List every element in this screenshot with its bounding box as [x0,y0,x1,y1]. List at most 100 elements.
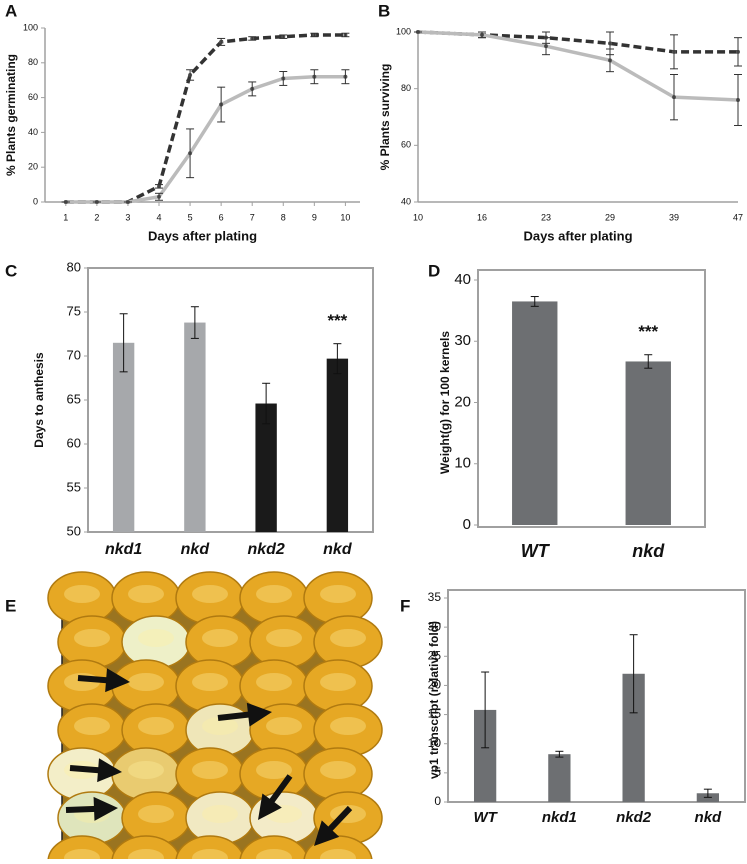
kernel-dent [256,673,292,691]
x-tick-label: 10 [413,212,423,222]
kernel-photo [47,571,383,864]
y-tick-label: 0 [463,516,471,533]
panel-label: C [5,261,17,280]
y-tick-label: 65 [67,391,81,406]
arrow-head [105,668,130,693]
x-tick-label: 10 [340,212,350,222]
y-tick-label: 70 [67,347,81,362]
y-tick-label: 10 [428,736,442,750]
y-tick-label: 100 [396,26,411,36]
y-axis-label: Days to anthesis [32,352,46,448]
x-tick-label: WT [473,809,498,826]
x-tick-label: nkd2 [616,809,652,826]
x-tick-label: 1 [63,212,68,222]
kernel-dent [138,717,174,735]
significance: *** [327,311,347,330]
y-axis-label: Weight(g) for 100 kernels [438,331,452,474]
kernel-dent [330,629,366,647]
y-tick-label: 80 [28,57,38,67]
kernel-dent [74,717,110,735]
x-tick-label: 5 [188,212,193,222]
kernel-dent [128,761,164,779]
x-tick-label: 23 [541,212,551,222]
x-tick-label: WT [521,541,551,561]
kernel-dent [138,805,174,823]
bar [512,301,558,525]
x-tick-label: 39 [669,212,679,222]
kernel-dent [320,761,356,779]
bar [548,754,571,802]
x-tick-label: nkd2 [247,541,284,558]
x-axis-label: Days after plating [148,228,257,243]
kernel-dent [266,717,302,735]
arrow-head [93,796,118,821]
kernel-dent [330,717,366,735]
bar [112,342,135,532]
kernel-dent [256,761,292,779]
x-tick-label: 9 [312,212,317,222]
bar [473,709,497,802]
y-tick-label: 5 [434,765,441,779]
y-tick-label: 40 [28,127,38,137]
kernel-dent [320,585,356,603]
x-tick-label: 7 [250,212,255,222]
arrow-head [97,758,122,783]
kernel-dent [202,717,238,735]
y-tick-label: 75 [67,303,81,318]
bar [255,403,277,532]
panel-label: A [5,1,17,20]
line-series [65,33,346,204]
x-tick-label: nkd [181,541,211,558]
kernel-dent [64,585,100,603]
y-tick-label: 15 [428,707,442,721]
x-tick-label: 47 [733,212,743,222]
kernel-dent [266,629,302,647]
x-tick-label: 29 [605,212,615,222]
x-tick-label: 16 [477,212,487,222]
x-tick-label: nkd1 [542,809,577,826]
y-tick-label: 40 [401,196,411,206]
bar [622,673,645,802]
bar [326,358,349,532]
kernel-dent [128,673,164,691]
x-tick-label: 2 [94,212,99,222]
plot-frame [447,589,746,803]
kernel-dent [202,805,238,823]
y-tick-label: 60 [67,435,81,450]
kernel-dent [202,629,238,647]
y-tick-label: 20 [28,162,38,172]
y-axis-label: % Plants surviving [378,64,392,171]
y-tick-label: 30 [428,619,442,633]
y-tick-label: 20 [428,678,442,692]
kernel-dent [138,629,174,647]
y-tick-label: 80 [401,83,411,93]
panel-label: D [428,261,440,280]
x-tick-label: nkd [695,809,723,826]
y-tick-label: 35 [428,590,442,604]
kernel-dent [320,673,356,691]
y-tick-label: 20 [454,393,471,410]
line-series [65,74,346,204]
y-tick-label: 10 [454,455,471,472]
panel-label: E [5,596,16,615]
kernel-dent [74,629,110,647]
kernel-dent [192,761,228,779]
y-tick-label: 0 [33,196,38,206]
x-tick-label: nkd [632,541,665,561]
y-tick-label: 60 [401,140,411,150]
y-tick-label: 0 [434,794,441,808]
plot-frame [477,269,706,528]
arrow-head [246,702,272,727]
x-tick-label: 4 [157,212,162,222]
line-series [417,30,739,102]
y-axis-label: % Plants germinating [4,54,18,176]
kernel-dent [128,585,164,603]
y-tick-label: 25 [428,648,442,662]
arrow-head [314,820,340,846]
panel-label: B [378,1,390,20]
kernel-dent [256,585,292,603]
y-tick-label: 30 [454,332,471,349]
panel-label: F [400,596,410,615]
kernel-dent [192,585,228,603]
